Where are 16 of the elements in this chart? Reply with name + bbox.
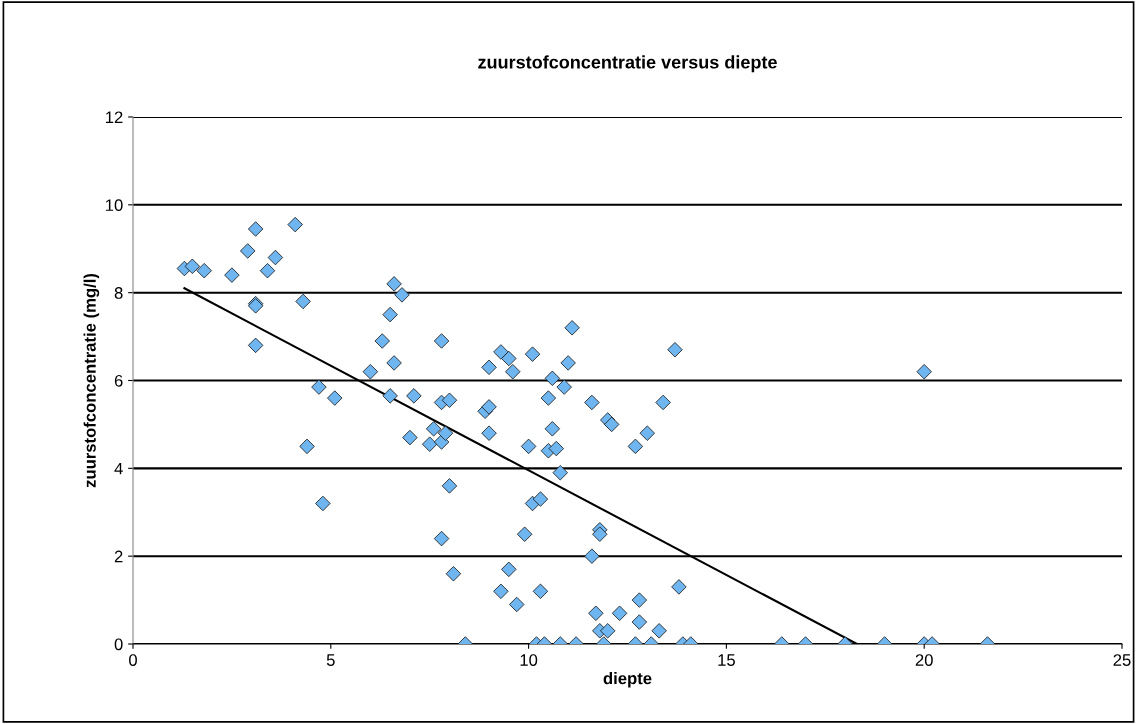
y-tick-label: 8 <box>114 287 123 299</box>
y-axis-title: zuurstofconcentratie (mg/l) <box>83 273 100 488</box>
y-tick-label: 4 <box>114 462 123 475</box>
x-tick-label: 10 <box>520 654 538 666</box>
x-axis-title: diepte <box>603 672 652 688</box>
x-tick-label: 5 <box>326 654 335 666</box>
y-tick-label: 12 <box>106 111 123 124</box>
x-tick-label: 0 <box>129 654 137 666</box>
y-tick-label: 0 <box>114 638 123 651</box>
y-tick-label: 2 <box>114 550 123 563</box>
x-tick-label: 25 <box>1113 654 1131 666</box>
y-tick-label: 10 <box>106 199 123 212</box>
x-tick-label: 15 <box>718 654 735 666</box>
chart-title: zuurstofconcentratie versus diepte <box>478 55 777 73</box>
x-tick-label: 20 <box>915 654 933 666</box>
y-tick-label: 6 <box>114 374 123 387</box>
